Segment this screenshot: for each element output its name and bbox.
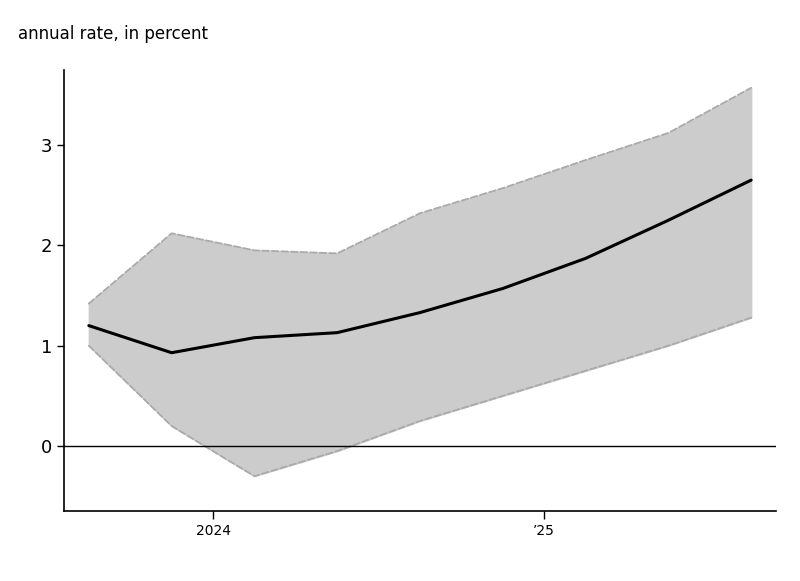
Text: annual rate, in percent: annual rate, in percent xyxy=(18,25,208,43)
